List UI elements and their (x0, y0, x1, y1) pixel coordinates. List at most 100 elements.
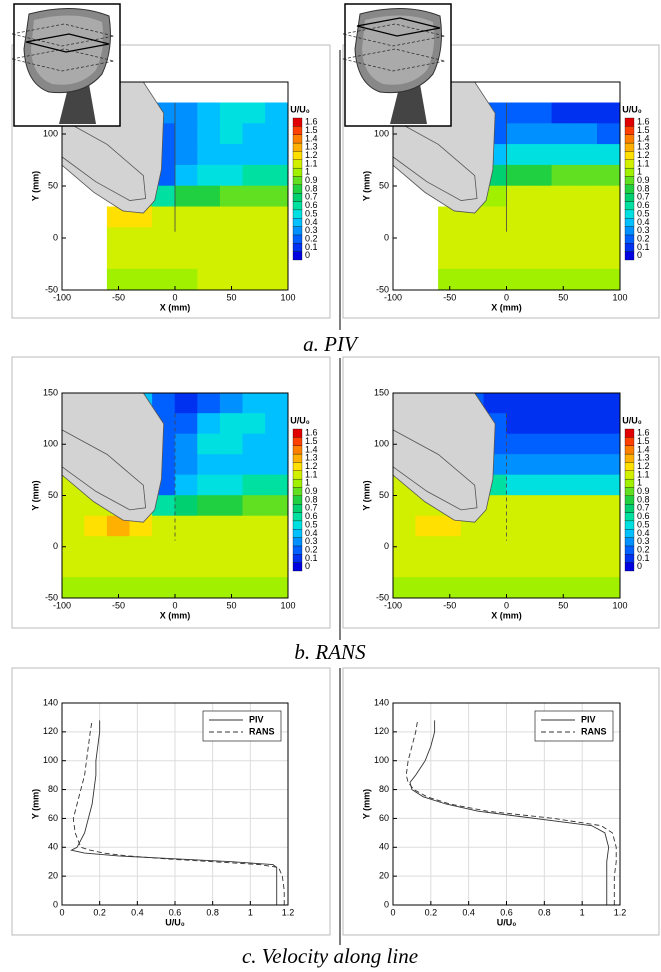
y-tick-label: 20 (379, 871, 389, 881)
contour-cell (242, 392, 266, 414)
y-tick-label: 80 (48, 784, 58, 794)
colorbar-swatch (624, 117, 635, 127)
contour-cell (528, 495, 553, 517)
colorbar-swatch (292, 243, 303, 252)
contour-cell (242, 248, 266, 270)
contour-cell (506, 227, 530, 249)
contour-cell (197, 164, 221, 187)
contour-cell (528, 577, 553, 599)
y-axis-label: Y (mm) (30, 480, 40, 510)
contour-cell (438, 206, 462, 228)
contour-cell (265, 433, 289, 455)
panel-frame (342, 667, 660, 936)
colorbar-swatch (292, 470, 303, 480)
contour-cell (129, 227, 153, 249)
contour-cell (219, 227, 244, 249)
x-tick-label: 0 (59, 907, 64, 917)
colorbar-label: 0.5 (305, 519, 318, 529)
contour-cell (219, 248, 244, 270)
contour-cell (174, 515, 198, 537)
contour-cell (219, 495, 244, 517)
contour-cell (152, 268, 176, 291)
colorbar-label: 1.2 (637, 150, 650, 160)
colorbar-title: U/U₀ (622, 104, 642, 114)
contour-cell (506, 577, 530, 599)
legend-box (202, 710, 282, 742)
contour-cell (528, 413, 553, 435)
colorbar-label: 0 (637, 561, 642, 571)
colorbar-swatch (292, 562, 303, 572)
colorbar-label: 0.8 (637, 183, 650, 193)
y-tick-label: 100 (43, 755, 58, 765)
contour-cell (506, 206, 530, 228)
contour-cell (106, 206, 131, 228)
contour-cell (197, 268, 221, 291)
contour-cell (219, 536, 244, 558)
colorbar-swatch (624, 209, 635, 219)
y-tick-label: 0 (53, 899, 58, 909)
contour-cell (219, 185, 244, 208)
contour-cell (551, 454, 575, 476)
contour-cell (551, 185, 575, 208)
colorbar-label: 0.5 (305, 208, 318, 218)
colorbar-label: 1.6 (305, 117, 318, 127)
x-tick-label: 0 (172, 292, 177, 302)
contour-cell (597, 454, 621, 476)
x-tick-label: 0.4 (462, 907, 475, 917)
x-axis-label: X (mm) (160, 302, 191, 312)
y-tick-label: -50 (376, 284, 389, 294)
colorbar-swatch (292, 218, 303, 227)
contour-cell (265, 454, 289, 476)
contour-cell (265, 556, 289, 578)
x-tick-label: 0.8 (206, 907, 219, 917)
contour-cell (174, 185, 198, 208)
contour-cell (242, 474, 266, 496)
contour-cell (197, 556, 221, 578)
contour-cell (174, 474, 198, 496)
contour-cell (574, 515, 598, 537)
contour-cell (174, 248, 198, 270)
colorbar-swatch (624, 478, 635, 488)
contour-cell (152, 536, 176, 558)
mirror-outline (392, 429, 478, 511)
mirror-body (392, 392, 496, 523)
contour-cell (242, 268, 266, 291)
contour-cell (574, 164, 598, 187)
x-axis-label: U/U₀ (165, 917, 185, 927)
colorbar-swatch (624, 251, 635, 261)
colorbar-swatch (292, 142, 303, 152)
contour-cell (528, 164, 553, 187)
colorbar-label: 0.1 (637, 242, 650, 252)
contour-cell (219, 474, 244, 496)
y-tick-label: 100 (43, 439, 58, 449)
contour-cell (597, 413, 621, 435)
contour-cell (106, 268, 131, 291)
contour-cell (438, 536, 462, 558)
contour-cell (265, 474, 289, 496)
contour-cell (392, 577, 416, 599)
contour-cell (597, 144, 621, 166)
contour-cell (506, 164, 530, 187)
colorbar-label: 0.7 (637, 503, 650, 513)
colorbar-label: 0.2 (305, 233, 318, 243)
colorbar-swatch (624, 226, 635, 236)
colorbar-label: 0.5 (637, 519, 650, 529)
colorbar-swatch (624, 520, 635, 530)
colorbar-label: 0.3 (305, 225, 318, 235)
y-tick-label: 0 (53, 541, 58, 551)
panel-frame (342, 356, 660, 629)
contour-cell (597, 102, 621, 124)
contour-cell (197, 577, 221, 599)
contour-cell (438, 227, 462, 249)
colorbar-swatch (292, 504, 303, 513)
colorbar-label: 0.8 (305, 494, 318, 504)
contour-cell (574, 206, 598, 228)
contour-cell (174, 454, 198, 476)
contour-cell (197, 413, 221, 435)
legend-box (534, 710, 614, 742)
colorbar-label: 0.5 (637, 208, 650, 218)
contour-cell (597, 433, 621, 455)
mirror-outline (61, 429, 147, 511)
colorbar-swatch (292, 478, 303, 488)
contour-cell (392, 556, 416, 578)
